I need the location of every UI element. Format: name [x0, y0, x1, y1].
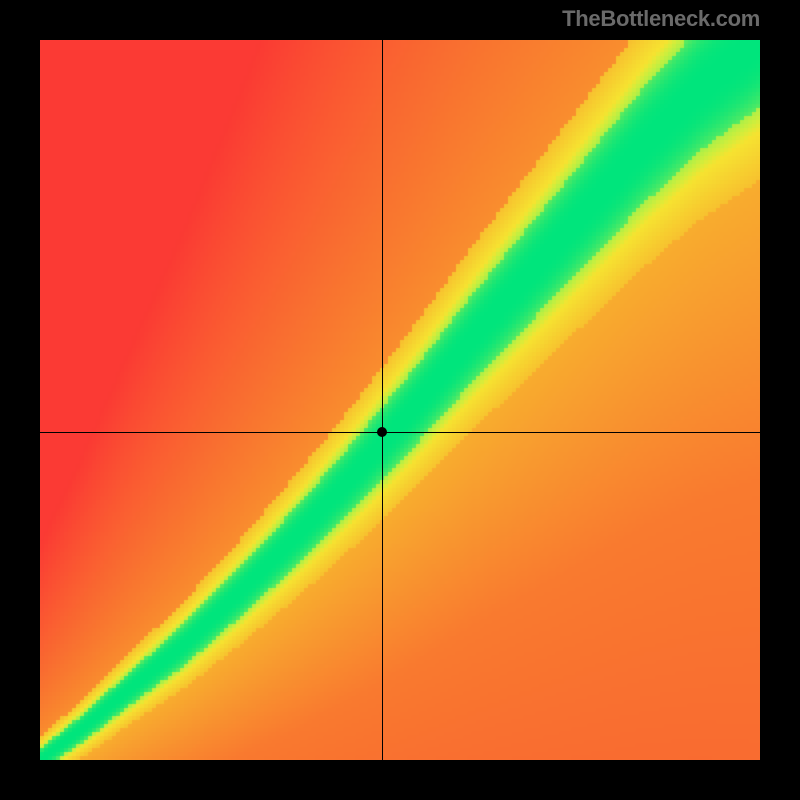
crosshair-vertical [382, 40, 383, 760]
bottleneck-heatmap [40, 40, 760, 760]
crosshair-horizontal [40, 432, 760, 433]
attribution-label: TheBottleneck.com [562, 6, 760, 32]
chart-container: TheBottleneck.com [0, 0, 800, 800]
